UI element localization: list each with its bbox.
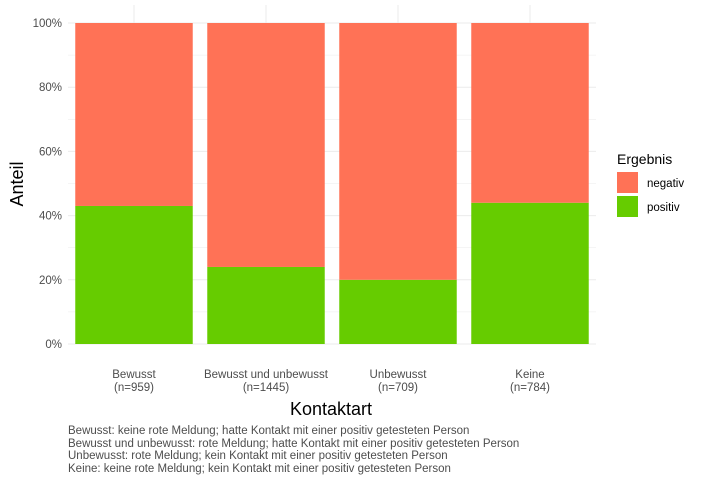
- bar-negativ: [471, 23, 589, 203]
- y-tick-label: 80%: [39, 82, 62, 94]
- x-tick-label: Keine (n=784): [510, 369, 550, 394]
- y-tick-label: 60%: [39, 146, 62, 158]
- y-tick-label: 20%: [39, 275, 62, 287]
- caption-line: Unbewusst: rote Meldung; kein Kontakt mi…: [68, 450, 448, 462]
- bar-positiv: [207, 266, 325, 344]
- y-tick-label: 0%: [45, 339, 62, 351]
- bar-negativ: [339, 23, 457, 280]
- x-axis-label: Kontaktart: [290, 399, 372, 419]
- y-tick-label: 40%: [39, 211, 62, 223]
- y-tick-labels: 0% 20% 40% 60% 80% 100%: [33, 18, 62, 351]
- y-tick-label: 100%: [33, 18, 62, 30]
- bar-positiv: [75, 205, 193, 344]
- x-tick-label: Unbewusst (n=709): [370, 369, 428, 394]
- x-tick-labels: Bewusst (n=959) Bewusst und unbewusst (n=14…: [112, 369, 550, 394]
- x-tick-label: Bewusst und unbewusst (n=1445): [204, 369, 329, 394]
- legend-label-negativ: negativ: [647, 178, 684, 190]
- bar-negativ: [207, 23, 325, 267]
- x-tick-label: Bewusst (n=959): [112, 369, 156, 394]
- legend-title: Ergebnis: [617, 151, 672, 167]
- caption: Bewusst: keine rote Meldung; hatte Konta…: [68, 425, 519, 475]
- legend-swatch-negativ: [617, 172, 638, 193]
- legend: Ergebnis negativ positiv: [617, 151, 684, 217]
- bar-negativ: [75, 23, 193, 206]
- legend-swatch-positiv: [617, 196, 638, 217]
- bar-positiv: [471, 202, 589, 344]
- caption-line: Bewusst und unbewusst: rote Meldung; hat…: [68, 437, 520, 450]
- bar-positiv: [339, 279, 457, 344]
- legend-label-positiv: positiv: [647, 202, 680, 214]
- caption-line: Keine: keine rote Meldung; kein Kontakt …: [68, 462, 451, 475]
- bars: [75, 23, 589, 344]
- caption-line: Bewusst: keine rote Meldung; hatte Konta…: [68, 425, 470, 437]
- y-axis-label: Anteil: [7, 161, 27, 206]
